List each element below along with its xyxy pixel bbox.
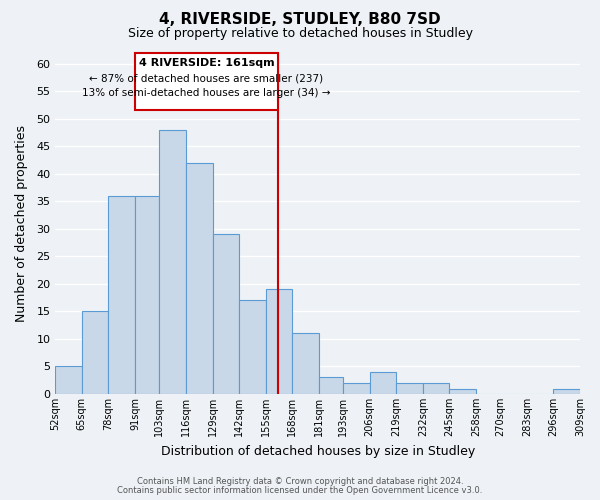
Text: 4, RIVERSIDE, STUDLEY, B80 7SD: 4, RIVERSIDE, STUDLEY, B80 7SD (159, 12, 441, 28)
Text: 4 RIVERSIDE: 161sqm: 4 RIVERSIDE: 161sqm (139, 58, 274, 68)
FancyBboxPatch shape (135, 52, 278, 110)
Bar (370, 372, 396, 394)
Bar (319, 378, 343, 394)
Bar (423, 383, 449, 394)
Bar (135, 196, 160, 394)
Text: Contains public sector information licensed under the Open Government Licence v3: Contains public sector information licen… (118, 486, 482, 495)
Y-axis label: Number of detached properties: Number of detached properties (15, 125, 28, 322)
Bar (343, 383, 370, 394)
Bar (292, 334, 319, 394)
Bar (396, 383, 423, 394)
Bar (553, 388, 580, 394)
Bar (55, 366, 82, 394)
Text: Contains HM Land Registry data © Crown copyright and database right 2024.: Contains HM Land Registry data © Crown c… (137, 478, 463, 486)
Bar (449, 388, 476, 394)
Bar (109, 196, 135, 394)
Text: ← 87% of detached houses are smaller (237): ← 87% of detached houses are smaller (23… (89, 74, 323, 84)
Text: Size of property relative to detached houses in Studley: Size of property relative to detached ho… (128, 28, 473, 40)
Bar (160, 130, 186, 394)
Bar (82, 312, 109, 394)
Bar (266, 290, 292, 394)
X-axis label: Distribution of detached houses by size in Studley: Distribution of detached houses by size … (161, 444, 475, 458)
Bar (186, 162, 212, 394)
Bar (212, 234, 239, 394)
Bar (239, 300, 266, 394)
Text: 13% of semi-detached houses are larger (34) →: 13% of semi-detached houses are larger (… (82, 88, 331, 99)
